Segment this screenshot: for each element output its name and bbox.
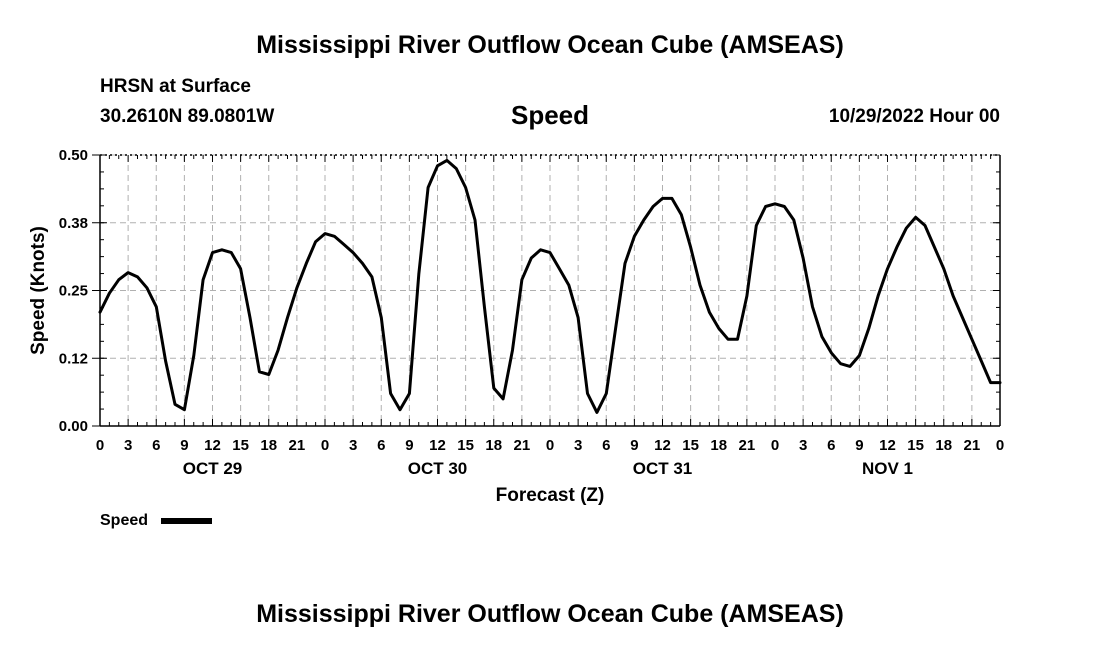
x-tick-label: 6 — [827, 437, 835, 454]
x-day-label: OCT 29 — [183, 459, 243, 478]
x-tick-label: 0 — [771, 437, 779, 454]
y-tick-label: 0.12 — [59, 350, 88, 367]
x-tick-label: 3 — [124, 437, 132, 454]
x-tick-label: 12 — [879, 437, 896, 454]
timestamp-label: 10/29/2022 Hour 00 — [828, 106, 1000, 127]
x-day-label: NOV 1 — [862, 459, 913, 478]
x-tick-label: 9 — [630, 437, 638, 454]
x-tick-label: 15 — [682, 437, 699, 454]
x-day-label: OCT 31 — [633, 459, 693, 478]
variable-title: Speed — [510, 100, 590, 130]
x-tick-label: 21 — [964, 437, 981, 454]
y-tick-label: 0.38 — [59, 215, 88, 232]
chart-main-title: Mississippi River Outflow Ocean Cube (AM… — [256, 31, 844, 59]
x-tick-label: 18 — [260, 437, 277, 454]
x-tick-label: 9 — [855, 437, 863, 454]
x-tick-label: 18 — [710, 437, 727, 454]
legend-label: Speed — [100, 512, 148, 529]
location-label: HRSN at Surface — [100, 76, 251, 97]
x-tick-label: 12 — [429, 437, 446, 454]
x-tick-label: 6 — [602, 437, 610, 454]
x-tick-label: 12 — [204, 437, 221, 454]
x-tick-label: 6 — [377, 437, 385, 454]
x-tick-label: 9 — [405, 437, 413, 454]
x-tick-label: 3 — [574, 437, 582, 454]
series-line-speed — [98, 158, 1002, 414]
x-tick-label: 3 — [799, 437, 807, 454]
x-tick-label: 21 — [289, 437, 306, 454]
x-tick-label: 18 — [485, 437, 502, 454]
y-tick-label: 0.25 — [59, 283, 88, 300]
x-tick-label: 0 — [546, 437, 554, 454]
footer-title: Mississippi River Outflow Ocean Cube (AM… — [256, 600, 844, 628]
x-tick-label: 15 — [232, 437, 249, 454]
x-tick-label: 9 — [180, 437, 188, 454]
y-tick-label: 0.50 — [59, 147, 88, 164]
x-tick-label: 12 — [654, 437, 671, 454]
x-tick-label: 6 — [152, 437, 160, 454]
coordinates-label: 30.2610N 89.0801W — [100, 106, 275, 127]
x-tick-label: 0 — [321, 437, 329, 454]
x-tick-label: 3 — [349, 437, 357, 454]
x-tick-label: 0 — [96, 437, 104, 454]
y-axis-title: Speed (Knots) — [28, 226, 49, 355]
x-tick-label: 21 — [739, 437, 756, 454]
x-day-label: OCT 30 — [408, 459, 468, 478]
x-tick-label: 21 — [514, 437, 531, 454]
x-tick-label: 0 — [996, 437, 1004, 454]
x-tick-label: 18 — [935, 437, 952, 454]
y-tick-label: 0.00 — [59, 418, 88, 435]
x-tick-label: 15 — [907, 437, 924, 454]
x-axis-title: Forecast (Z) — [496, 485, 605, 506]
x-tick-label: 15 — [457, 437, 474, 454]
